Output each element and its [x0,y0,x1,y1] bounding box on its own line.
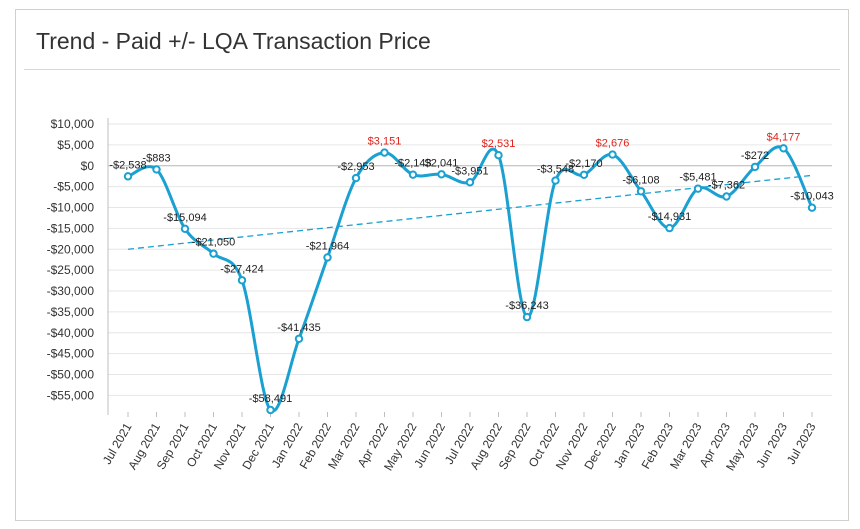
data-point [522,312,532,322]
y-tick-label: -$5,000 [53,180,94,194]
y-tick-label: -$35,000 [47,305,95,319]
data-point [579,170,589,180]
data-label: -$58,491 [249,393,292,405]
data-label: -$3,548 [537,164,574,176]
data-label: $4,177 [767,131,801,143]
y-tick-label: -$45,000 [47,347,95,361]
data-point [636,187,646,196]
data-point [722,192,731,201]
data-point [152,165,161,174]
data-label: -$21,964 [306,240,349,252]
data-point [807,203,817,212]
y-tick-label: -$10,000 [47,201,95,215]
data-points [123,144,817,415]
data-point [408,170,418,179]
data-point [351,173,361,183]
data-label: -$2,170 [565,158,602,170]
data-label: -$7,362 [708,179,745,191]
y-tick-label: -$25,000 [47,263,95,277]
data-point [209,249,218,258]
data-label: -$2,143 [394,158,431,170]
data-label: -$41,435 [277,322,320,334]
data-point [237,276,247,285]
data-label: -$2,953 [337,161,374,173]
y-tick-label: -$20,000 [47,242,95,256]
data-point [323,253,332,262]
data-point [608,150,617,159]
data-label: $2,676 [596,138,630,150]
data-point [665,223,674,233]
chart-title: Trend - Paid +/- LQA Transaction Price [36,28,431,54]
data-point [123,172,133,181]
data-label: -$15,094 [163,212,206,224]
data-point [779,144,788,153]
data-label: -$3,951 [451,165,488,177]
y-tick-label: -$30,000 [47,284,95,298]
y-tick-label: -$50,000 [47,368,95,382]
data-label: -$10,043 [790,191,833,203]
data-label: $2,041 [425,157,459,169]
data-label: -$272 [741,150,769,162]
chart-card: Trend - Paid +/- LQA Transaction Price [15,9,849,521]
data-label: $3,151 [368,136,402,148]
title-divider [24,69,840,70]
data-point [294,334,304,343]
data-label: -$2,538 [109,159,146,171]
grid-lines [108,123,832,396]
data-label: -$14,931 [648,211,691,223]
y-tick-label: -$55,000 [47,388,95,402]
data-label: $2,531 [482,138,516,150]
y-axis-ticks: $10,000 $5,000 $0 -$5,000 -$10,000 -$15,000 -$… [47,117,95,402]
y-tick-label: -$15,000 [47,221,95,235]
data-point [380,148,389,157]
data-label: -$6,108 [622,174,659,186]
y-tick-label: -$40,000 [47,326,95,340]
y-tick-label: $10,000 [51,117,95,131]
data-labels: -$2,538-$883 -$15,094 -$21,050 -$27,424 -$58… [109,131,833,405]
data-point [465,178,475,187]
data-point [750,162,760,172]
data-point [180,224,190,233]
data-point [551,176,560,185]
y-tick-label: $0 [81,159,95,173]
data-label: -$5,481 [679,172,716,184]
data-label: -$21,050 [192,237,235,249]
data-point [494,150,503,160]
data-point [437,170,446,179]
data-point [693,184,703,193]
data-label: -$27,424 [220,263,263,275]
data-label: -$36,243 [505,300,548,312]
data-label: -$883 [142,152,170,164]
y-tick-label: $5,000 [57,138,94,152]
data-point [266,405,275,415]
